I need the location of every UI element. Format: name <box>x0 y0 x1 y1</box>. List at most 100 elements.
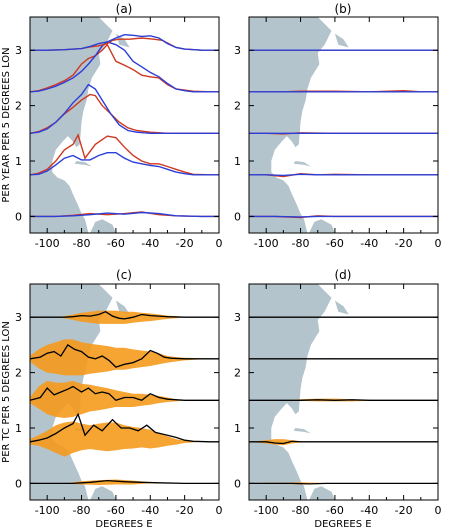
panel-c: -100 -80 -60 -40 -20 0 0 1 2 3 (c) <box>15 268 223 517</box>
land-mass <box>249 284 332 500</box>
y-tick-label: 1 <box>234 422 241 435</box>
x-axis-title-left: DEGREES E <box>95 519 152 530</box>
spread-band-3 <box>30 339 219 376</box>
x-tick-label: -60 <box>326 237 344 250</box>
spread-band-4 <box>30 310 219 324</box>
land-mass-1 <box>309 219 335 233</box>
y-tick-label: 0 <box>234 210 241 223</box>
x-tick-label: -60 <box>107 237 125 250</box>
x-tick-label: -20 <box>176 504 194 517</box>
series-lines <box>30 310 219 485</box>
series-line-1 <box>30 412 219 443</box>
series-lines <box>30 33 219 218</box>
y-axis: 0 1 2 3 <box>15 311 219 490</box>
land-mass-3 <box>334 33 349 48</box>
land-mass-1 <box>90 486 116 500</box>
series-lines <box>249 49 438 219</box>
x-tick-label: -80 <box>292 504 310 517</box>
y-tick-label: 0 <box>234 477 241 490</box>
plot-frame <box>248 283 439 501</box>
x-tick-label: -40 <box>141 504 159 517</box>
series-blue-1 <box>30 152 219 176</box>
x-tick-label: -60 <box>326 504 344 517</box>
y-tick-label: 3 <box>15 311 22 324</box>
series-line-1 <box>249 440 438 445</box>
x-tick-label: 0 <box>216 504 223 517</box>
land-mass-2 <box>293 428 311 434</box>
land-mass-2 <box>293 161 311 167</box>
x-tick-label: -20 <box>176 237 194 250</box>
spread-band-2 <box>30 380 219 418</box>
y-tick-label: 1 <box>234 155 241 168</box>
y-axis-title-top: PER YEAR PER 5 DEGREES LON <box>1 47 12 202</box>
y-tick-label: 2 <box>234 367 241 380</box>
series-line-2 <box>30 385 219 402</box>
y-tick-label: 2 <box>15 100 22 113</box>
series-blue-0 <box>249 215 438 218</box>
x-axis: -100 -80 -60 -40 -20 0 <box>29 17 223 250</box>
panel-label: (b) <box>335 2 352 16</box>
panel-b: -100 -80 -60 -40 -20 0 0 1 2 3 (b) <box>234 2 442 250</box>
series-red-1 <box>30 133 219 176</box>
land-mass-1 <box>309 486 335 500</box>
x-axis: -100 -80 -60 -40 -20 0 <box>248 284 442 517</box>
y-axis: 0 1 2 3 <box>15 44 219 223</box>
series-blue-1 <box>249 173 438 177</box>
x-tick-label: -100 <box>35 237 60 250</box>
panel-d: -100 -80 -60 -40 -20 0 0 1 2 3 (d) <box>234 268 442 517</box>
x-tick-label: -40 <box>360 504 378 517</box>
plot-frame <box>29 283 220 501</box>
land-mass-3 <box>115 300 130 315</box>
x-tick-label: -40 <box>360 237 378 250</box>
x-tick-label: -100 <box>254 504 279 517</box>
series-blue-0 <box>30 211 219 218</box>
y-tick-label: 2 <box>15 367 22 380</box>
y-tick-label: 0 <box>15 477 22 490</box>
x-axis-title-right: DEGREES E <box>314 519 371 530</box>
series-line-0 <box>30 479 219 485</box>
x-tick-label: -20 <box>395 504 413 517</box>
panel-a: -100 -80 -60 -40 -20 0 0 1 2 3 (a) <box>15 2 223 250</box>
series-line-3 <box>30 343 219 368</box>
land-mass-1 <box>90 219 116 233</box>
y-axis: 0 1 2 3 <box>234 44 438 223</box>
x-tick-label: 0 <box>435 237 442 250</box>
y-tick-label: 3 <box>234 311 241 324</box>
x-tick-label: -20 <box>395 237 413 250</box>
panel-label: (c) <box>116 268 132 282</box>
land-mass <box>30 17 113 233</box>
series-line-2 <box>249 399 438 401</box>
spread-bands <box>30 310 219 485</box>
y-tick-label: 0 <box>15 210 22 223</box>
x-axis: -100 -80 -60 -40 -20 0 <box>29 284 223 517</box>
y-axis: 0 1 2 3 <box>234 311 438 490</box>
x-tick-label: 0 <box>216 237 223 250</box>
spread-band-1 <box>30 421 219 457</box>
x-tick-label: -80 <box>73 237 91 250</box>
y-tick-label: 3 <box>234 44 241 57</box>
y-tick-label: 2 <box>234 100 241 113</box>
y-tick-label: 1 <box>15 155 22 168</box>
y-tick-label: 1 <box>15 422 22 435</box>
series-blue-4 <box>30 33 219 51</box>
x-tick-label: 0 <box>435 504 442 517</box>
x-tick-label: -80 <box>292 237 310 250</box>
land-map <box>249 17 349 233</box>
x-axis: -100 -80 -60 -40 -20 0 <box>248 17 442 250</box>
plot-frame <box>248 16 439 234</box>
y-axis-title-bottom: PER TC PER 5 DEGREES LON <box>1 321 12 463</box>
x-tick-label: -40 <box>141 237 159 250</box>
x-tick-label: -80 <box>73 504 91 517</box>
land-mass-3 <box>334 300 349 315</box>
series-lines <box>249 316 438 485</box>
x-tick-label: -100 <box>35 504 60 517</box>
series-blue-3 <box>30 41 219 93</box>
panel-label: (d) <box>335 268 352 282</box>
series-line-0 <box>249 482 438 485</box>
x-tick-label: -100 <box>254 237 279 250</box>
plot-frame <box>29 16 220 234</box>
y-tick-label: 3 <box>15 44 22 57</box>
series-blue-2 <box>30 83 219 134</box>
land-mass-2 <box>74 161 92 167</box>
